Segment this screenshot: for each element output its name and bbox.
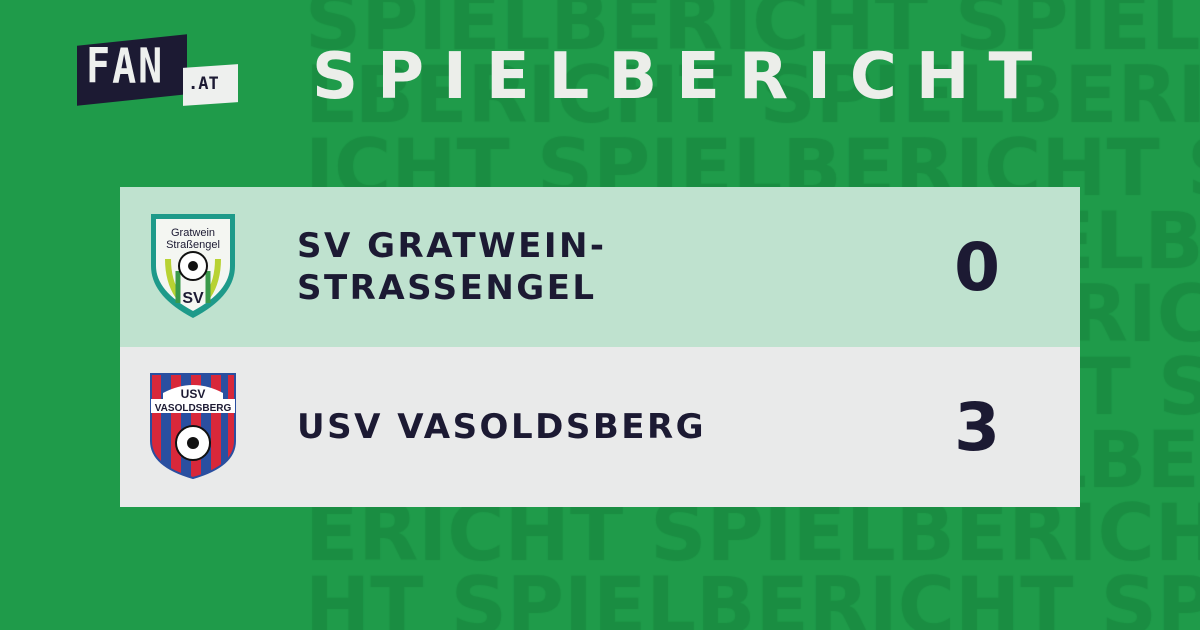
away-crest-text: VASOLDSBERG [155,403,232,414]
away-crest-text: USV [181,387,206,401]
logo-text: FAN [86,39,165,95]
home-crest-icon: Gratwein Straßengel SV [151,214,235,318]
home-crest-text: Straßengel [166,239,220,251]
page-title: SPIELBERICHT [312,40,1052,114]
scoreboard: Gratwein Straßengel SV SV GRATWEIN- STRA… [120,187,1080,507]
away-crest-icon: USV VASOLDSBERG [150,373,236,480]
home-crest-text: Gratwein [171,227,215,239]
away-team-name: USV VASOLDSBERG [297,407,707,447]
home-team-row: Gratwein Straßengel SV SV GRATWEIN- STRA… [120,187,1080,347]
home-score: 0 [954,228,1000,306]
away-team-row: USV VASOLDSBERG USV VASOLDSBERG 3 [120,347,1080,507]
home-crest-text: SV [182,290,204,307]
home-team-name: SV GRATWEIN- STRASSENGEL [297,226,607,308]
logo-suffix: .AT [188,74,219,94]
away-score: 3 [954,388,1000,466]
